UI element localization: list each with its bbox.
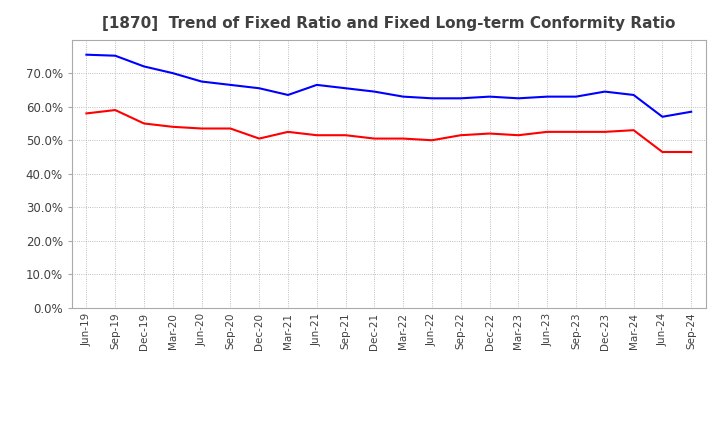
Fixed Long-term Conformity Ratio [197,126,206,131]
Line: Fixed Long-term Conformity Ratio: Fixed Long-term Conformity Ratio [86,110,691,152]
Fixed Long-term Conformity Ratio [168,124,177,129]
Fixed Long-term Conformity Ratio [514,132,523,138]
Fixed Long-term Conformity Ratio [111,107,120,113]
Fixed Ratio [543,94,552,99]
Fixed Long-term Conformity Ratio [341,132,350,138]
Fixed Ratio [428,95,436,101]
Fixed Long-term Conformity Ratio [399,136,408,141]
Fixed Ratio [111,53,120,59]
Fixed Long-term Conformity Ratio [312,132,321,138]
Fixed Long-term Conformity Ratio [687,149,696,154]
Fixed Ratio [629,92,638,98]
Fixed Ratio [600,89,609,94]
Fixed Ratio [572,94,580,99]
Fixed Ratio [197,79,206,84]
Fixed Ratio [399,94,408,99]
Fixed Long-term Conformity Ratio [572,129,580,135]
Fixed Long-term Conformity Ratio [428,138,436,143]
Fixed Long-term Conformity Ratio [658,149,667,154]
Line: Fixed Ratio: Fixed Ratio [86,55,691,117]
Fixed Long-term Conformity Ratio [485,131,494,136]
Fixed Long-term Conformity Ratio [226,126,235,131]
Fixed Long-term Conformity Ratio [600,129,609,135]
Fixed Ratio [312,82,321,88]
Fixed Long-term Conformity Ratio [629,128,638,133]
Fixed Ratio [341,86,350,91]
Fixed Ratio [485,94,494,99]
Fixed Ratio [82,52,91,57]
Fixed Ratio [140,64,148,69]
Title: [1870]  Trend of Fixed Ratio and Fixed Long-term Conformity Ratio: [1870] Trend of Fixed Ratio and Fixed Lo… [102,16,675,32]
Fixed Ratio [226,82,235,88]
Fixed Long-term Conformity Ratio [370,136,379,141]
Fixed Long-term Conformity Ratio [255,136,264,141]
Fixed Ratio [456,95,465,101]
Fixed Ratio [168,70,177,76]
Fixed Ratio [514,95,523,101]
Fixed Long-term Conformity Ratio [456,132,465,138]
Fixed Ratio [687,109,696,114]
Fixed Long-term Conformity Ratio [543,129,552,135]
Fixed Ratio [370,89,379,94]
Fixed Long-term Conformity Ratio [140,121,148,126]
Fixed Ratio [284,92,292,98]
Fixed Ratio [658,114,667,119]
Fixed Ratio [255,86,264,91]
Fixed Long-term Conformity Ratio [284,129,292,135]
Fixed Long-term Conformity Ratio [82,111,91,116]
